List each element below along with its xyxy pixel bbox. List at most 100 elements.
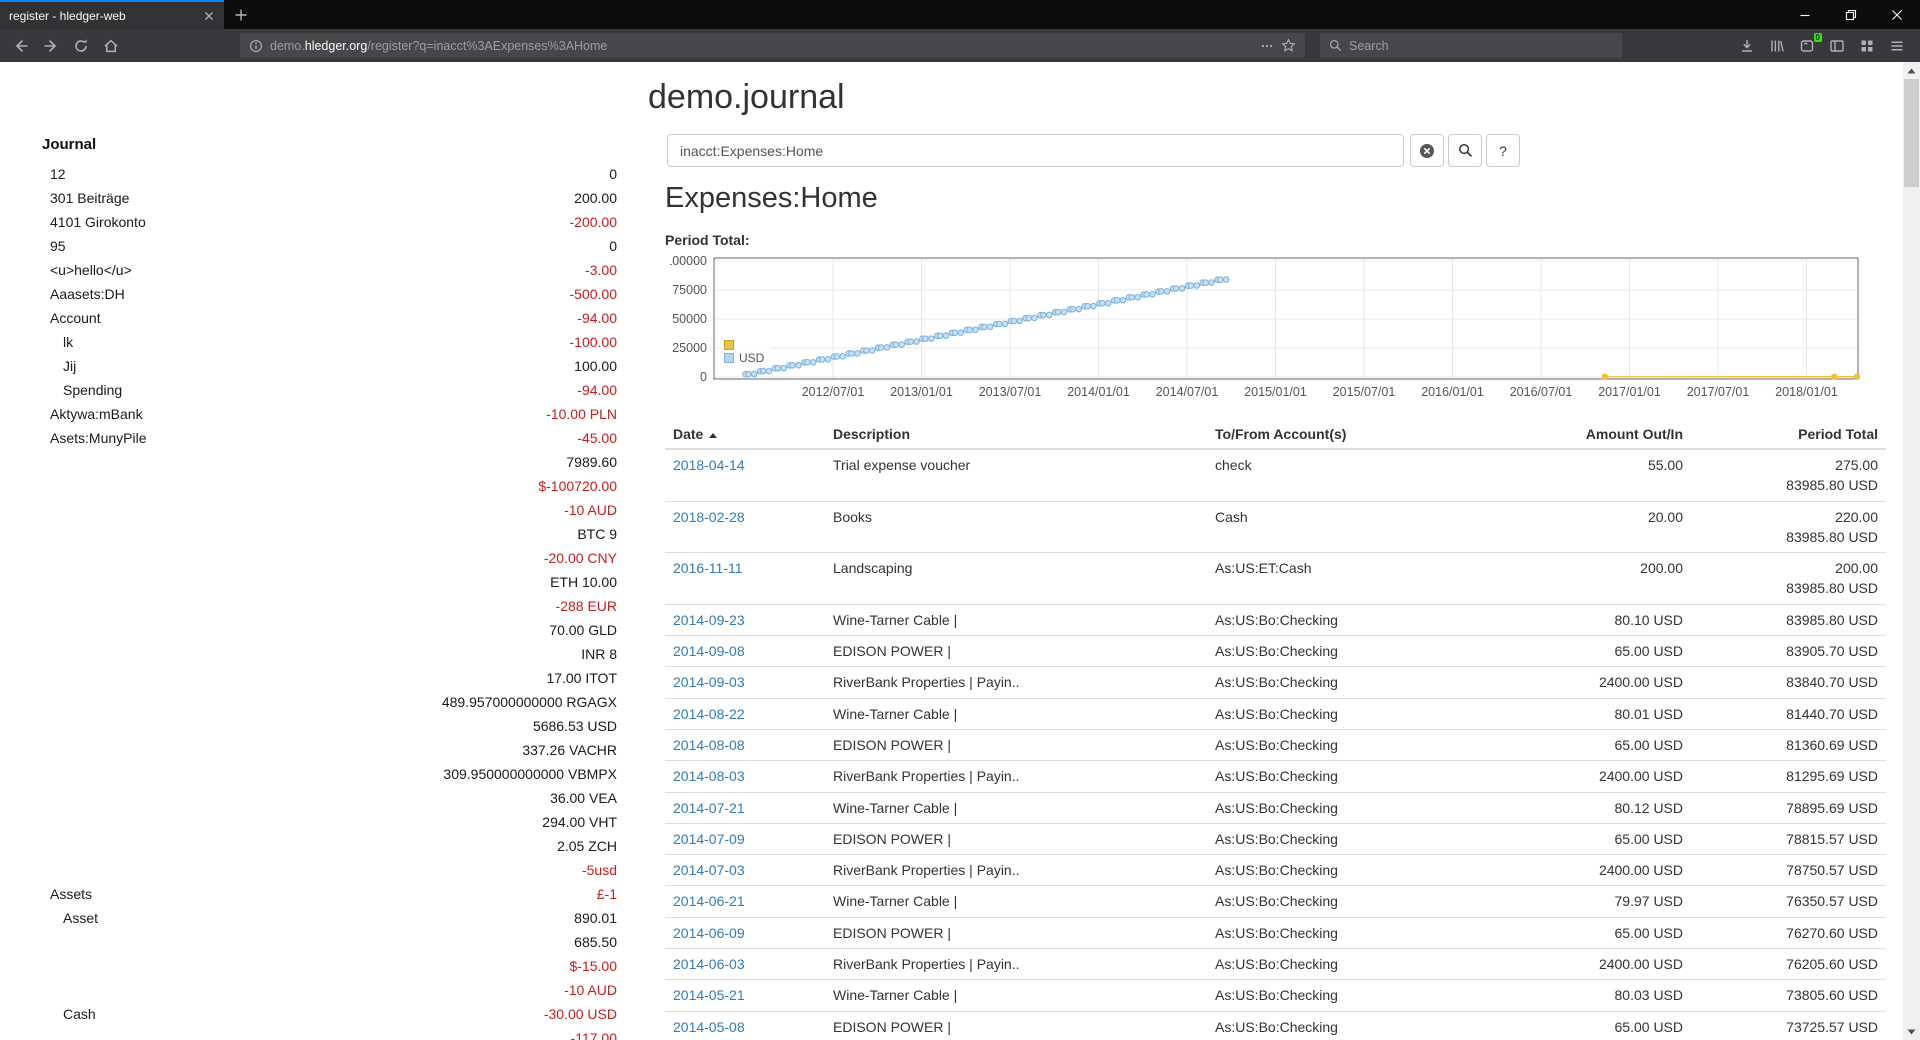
account-link[interactable]: Account <box>50 310 101 326</box>
register-date-link[interactable]: 2014-08-03 <box>673 768 745 785</box>
register-date-link[interactable]: 2018-04-14 <box>673 457 745 473</box>
new-tab-button[interactable] <box>224 0 258 29</box>
register-date-link[interactable]: 2014-05-08 <box>673 1018 745 1035</box>
register-header-row: Date Description To/From Account(s) Amou… <box>665 420 1886 450</box>
amount-cell: 2400.00 USD <box>1489 948 1691 980</box>
register-row: 2018-04-14 Trial expense voucher check 55.0… <box>665 448 1886 502</box>
tab-close-button[interactable] <box>203 10 215 22</box>
sidebar-account-row: Spending -94.00 <box>0 378 617 402</box>
page-content: Journal 12 0 301 Beiträge 200.00 4101 Giroko… <box>0 62 1903 1040</box>
register-row: 2018-02-28 Books Cash 20.00 220.00 83985.80 U… <box>665 500 1886 553</box>
menu-button[interactable] <box>1882 32 1912 60</box>
register-date-link[interactable]: 2014-09-08 <box>673 643 745 660</box>
date-cell: 2014-08-03 <box>665 760 825 793</box>
back-icon <box>15 39 28 52</box>
sidebar-toggle-button[interactable] <box>1822 32 1852 60</box>
extension-button[interactable]: 0 <box>1792 32 1822 60</box>
account-link[interactable]: Aaasets:DH <box>50 286 125 302</box>
account-cell: As:US:Bo:Checking <box>1207 916 1489 949</box>
search-icon <box>1329 39 1341 51</box>
register-date-link[interactable]: 2014-07-09 <box>673 830 745 847</box>
window-minimize-button[interactable] <box>1782 0 1828 29</box>
downloads-button[interactable] <box>1732 32 1762 60</box>
register-date-link[interactable]: 2014-06-03 <box>673 956 745 973</box>
register-date-link[interactable]: 2014-09-23 <box>673 611 745 628</box>
sidebar-balance-row: 36.00 VEA <box>0 786 617 810</box>
bookmark-star-icon[interactable] <box>1281 38 1296 53</box>
register-date-link[interactable]: 2014-06-21 <box>673 893 745 910</box>
library-button[interactable] <box>1762 32 1792 60</box>
period-total-commodity: 83840.70 USD <box>1786 674 1878 691</box>
register-date-link[interactable]: 2018-02-28 <box>673 508 745 525</box>
period-total-cell: 83840.70 USD <box>1691 666 1886 699</box>
scrollbar-down-button[interactable] <box>1903 1023 1920 1040</box>
query-input[interactable] <box>667 134 1404 167</box>
register-date-link[interactable]: 2014-06-09 <box>673 924 745 941</box>
legend-label: USD <box>739 351 765 365</box>
account-balance: -94.00 <box>577 310 617 326</box>
home-button[interactable] <box>96 32 126 60</box>
account-balance: -10 AUD <box>564 982 617 998</box>
account-link[interactable]: 4101 Girokonto <box>50 214 146 230</box>
account-link[interactable]: 12 <box>50 166 66 182</box>
account-link[interactable]: Asets:MunyPile <box>50 430 147 446</box>
browser-search-bar[interactable]: Search <box>1320 33 1622 58</box>
account-balance: 0 <box>609 166 617 182</box>
account-balance: £-1 <box>596 886 617 902</box>
account-link[interactable]: Asset <box>63 910 99 926</box>
account-balance: -200.00 <box>569 214 617 230</box>
account-link[interactable]: lk <box>63 334 74 350</box>
scrollbar[interactable] <box>1903 62 1920 1040</box>
register-date-link[interactable]: 2014-05-21 <box>673 987 745 1004</box>
account-link[interactable]: Cash <box>63 1006 96 1022</box>
column-header-date[interactable]: Date <box>665 420 825 450</box>
account-link[interactable]: 301 Beiträge <box>50 190 130 206</box>
period-total-cell: 83905.70 USD <box>1691 635 1886 667</box>
sidebar-account-row: Account -94.00 <box>0 306 617 330</box>
sidebar-account-row: Aaasets:DH -500.00 <box>0 282 617 306</box>
page-actions-icon[interactable] <box>1260 39 1274 53</box>
forward-button[interactable] <box>36 32 66 60</box>
register-row: 2014-08-08 EDISON POWER | As:US:Bo:Checkin… <box>665 728 1886 761</box>
help-button[interactable]: ? <box>1486 134 1520 167</box>
account-link[interactable]: Spending <box>63 382 123 398</box>
register-date-link[interactable]: 2014-07-21 <box>673 799 745 816</box>
register-date-link[interactable]: 2016-11-11 <box>673 560 743 577</box>
scrollbar-up-button[interactable] <box>1903 62 1920 79</box>
scrollbar-thumb[interactable] <box>1904 79 1919 187</box>
date-cell: 2014-07-21 <box>665 791 825 824</box>
account-balance: -3.00 <box>585 262 617 278</box>
svg-text:2014/01/01: 2014/01/01 <box>1067 385 1130 399</box>
period-total-cell: 78750.57 USD <box>1691 854 1886 886</box>
reload-button[interactable] <box>66 32 96 60</box>
window-restore-button[interactable] <box>1828 0 1874 29</box>
account-link[interactable]: Assets <box>50 886 93 902</box>
sidebar-account-row: 12 0 <box>0 162 617 186</box>
search-submit-button[interactable] <box>1448 134 1482 167</box>
register-row: 2016-11-11 Landscaping As:US:ET:Cash 200.00… <box>665 552 1886 605</box>
account-balance: 294.00 VHT <box>542 814 617 830</box>
register-date-link[interactable]: 2014-08-08 <box>673 736 745 753</box>
register-date-link[interactable]: 2014-07-03 <box>673 862 745 879</box>
clear-query-button[interactable] <box>1410 134 1444 167</box>
account-link[interactable]: 95 <box>50 238 66 254</box>
description-cell: RiverBank Properties | Payin.. <box>825 666 1207 699</box>
register-date-link[interactable]: 2014-08-22 <box>673 705 745 722</box>
svg-text:2013/01/01: 2013/01/01 <box>890 385 953 399</box>
account-link[interactable]: <u>hello</u> <box>50 262 132 278</box>
url-text: demo.hledger.org/register?q=inacct%3AExp… <box>270 39 1253 53</box>
back-button[interactable] <box>6 32 36 60</box>
period-total-commodity: 78815.57 USD <box>1786 830 1878 847</box>
window-close-button[interactable] <box>1874 0 1920 29</box>
account-cell: As:US:Bo:Checking <box>1207 603 1489 636</box>
register-date-link[interactable]: 2014-09-03 <box>673 674 745 691</box>
account-link[interactable]: Jij <box>63 358 77 374</box>
account-link[interactable]: Aktywa:mBank <box>50 406 143 422</box>
url-bar[interactable]: demo.hledger.org/register?q=inacct%3AExp… <box>240 33 1305 58</box>
date-cell: 2014-06-21 <box>665 885 825 918</box>
apps-button[interactable] <box>1852 32 1882 60</box>
browser-tab[interactable]: register - hledger-web <box>0 0 224 29</box>
site-info-icon[interactable] <box>249 39 263 53</box>
sidebar-journal-link[interactable]: Journal <box>42 136 97 153</box>
description-cell: Wine-Tarner Cable | <box>825 979 1207 1012</box>
